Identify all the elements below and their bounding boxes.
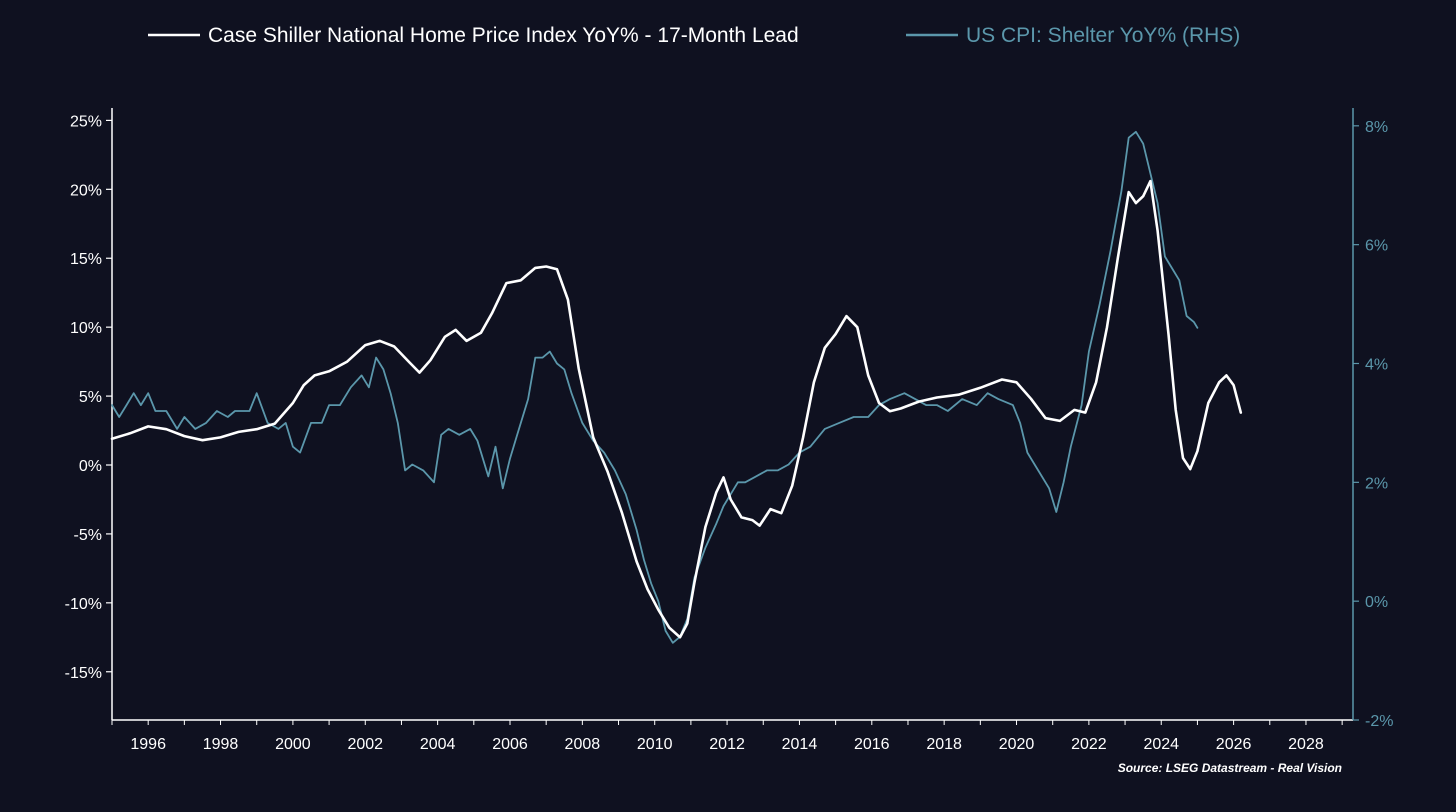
right-tick-label: 4%: [1365, 356, 1388, 373]
x-tick-label: 2018: [926, 736, 962, 753]
left-tick-label: -5%: [74, 527, 102, 544]
x-tick-label: 1996: [130, 736, 166, 753]
x-tick-label: 2014: [782, 736, 818, 753]
right-axis-ticks: 8% 6% 4% 2% 0% -2%: [1353, 119, 1393, 730]
legend-label-home-price: Case Shiller National Home Price Index Y…: [208, 24, 799, 47]
x-tick-label: 2028: [1288, 736, 1324, 753]
right-tick-label: 8%: [1365, 119, 1388, 136]
left-tick-label: 15%: [70, 251, 102, 268]
x-tick-label: 2022: [1071, 736, 1107, 753]
left-tick-label: 20%: [70, 182, 102, 199]
x-tick-label: 1998: [203, 736, 239, 753]
series-line-shelter: [111, 130, 1199, 644]
right-tick-label: 6%: [1365, 238, 1388, 255]
x-tick-label: 2000: [275, 736, 311, 753]
x-tick-label: 2006: [492, 736, 528, 753]
left-tick-label: 5%: [79, 389, 102, 406]
axes-group: [111, 108, 1354, 721]
x-tick-label: 2010: [637, 736, 673, 753]
x-tick-label: 2002: [347, 736, 383, 753]
x-tick-label: 2026: [1216, 736, 1252, 753]
x-tick-label: 2008: [565, 736, 601, 753]
legend-label-shelter: US CPI: Shelter YoY% (RHS): [966, 24, 1240, 47]
left-tick-label: 10%: [70, 320, 102, 337]
source-note: Source: LSEG Datastream - Real Vision: [1118, 761, 1342, 775]
right-tick-label: 2%: [1365, 475, 1388, 492]
legend: Case Shiller National Home Price Index Y…: [148, 24, 1240, 47]
left-tick-label: -10%: [65, 596, 102, 613]
series-line-home-price: [110, 179, 1243, 639]
x-tick-label: 2020: [999, 736, 1035, 753]
left-tick-label: 25%: [70, 113, 102, 130]
x-axis-ticks: 1996 1998 2000 2002 2004 2006 2008 2010 2012 2014…: [111, 720, 1343, 753]
series-layer: [110, 130, 1243, 644]
x-tick-label: 2012: [709, 736, 745, 753]
left-tick-label: 0%: [79, 458, 102, 475]
x-tick-label: 2004: [420, 736, 456, 753]
right-tick-label: -2%: [1365, 713, 1393, 730]
right-tick-label: 0%: [1365, 594, 1388, 611]
left-axis-ticks: 25% 20% 15% 10% 5% 0% -5% -10% -15%: [65, 113, 112, 682]
left-tick-label: -15%: [65, 665, 102, 682]
x-tick-label: 2024: [1143, 736, 1179, 753]
x-tick-label: 2016: [854, 736, 890, 753]
